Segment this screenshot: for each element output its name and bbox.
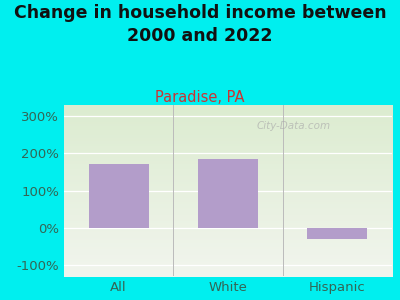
- Text: Change in household income between
2000 and 2022: Change in household income between 2000 …: [14, 4, 386, 45]
- Text: Paradise, PA: Paradise, PA: [155, 90, 245, 105]
- Bar: [198, 159, 258, 228]
- Bar: [89, 164, 149, 228]
- Text: City-Data.com: City-Data.com: [256, 121, 331, 130]
- Bar: [307, 228, 368, 239]
